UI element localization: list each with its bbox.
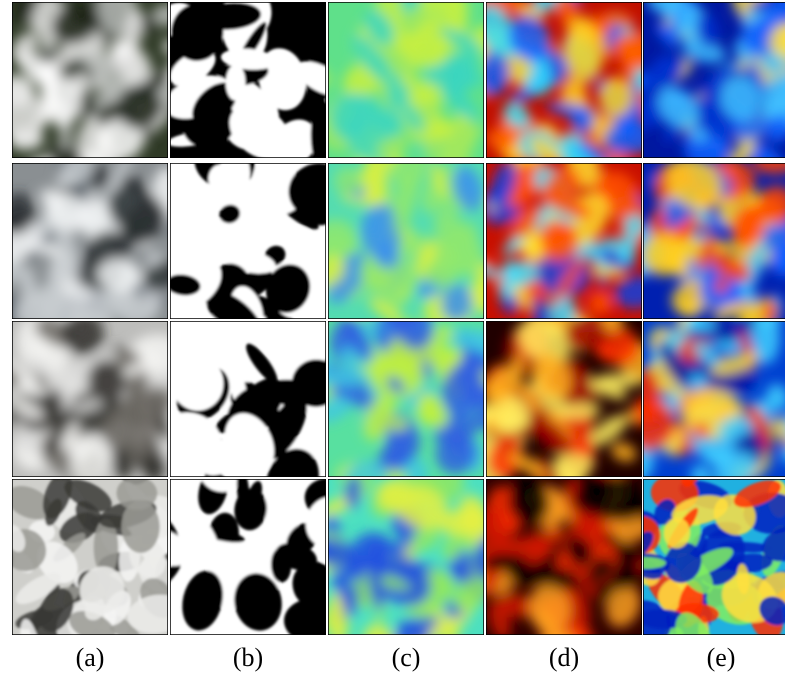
panel-label: (c) [392,643,421,672]
panel-label: (b) [233,643,263,672]
texture-blob [417,394,439,426]
image-grid [0,0,785,677]
page: (a)(b)(c)(d)(e) (() => { const data = JS… [0,0,785,677]
panel-label: (d) [549,643,579,672]
panel-labels: (a) (b) (c) (d) (e) [76,643,736,672]
panel-label: (a) [76,643,105,672]
image-cell [464,140,663,352]
image-cell [629,0,785,181]
texture-blob [28,642,61,671]
figure: (a) (b) (c) (d) (e) [0,0,785,677]
panel-label: (e) [707,643,736,672]
